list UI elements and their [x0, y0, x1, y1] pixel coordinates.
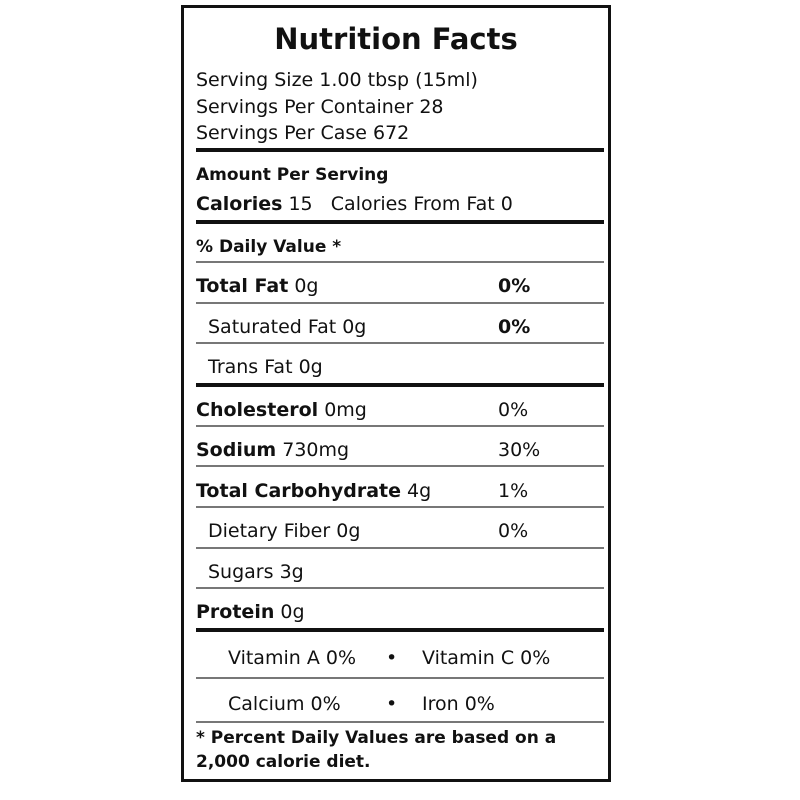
nutrient-row-protein: Protein 0g — [196, 600, 305, 624]
nutrient-row-saturated-fat: Saturated Fat 0g — [208, 315, 366, 339]
rule-thin — [196, 465, 604, 467]
vitamin-a: Vitamin A 0% — [228, 647, 356, 669]
cholesterol-amount: 0mg — [324, 399, 367, 421]
sugars-amount: 3g — [279, 561, 304, 583]
dietary-fiber-label: Dietary Fiber — [208, 520, 331, 542]
total-fat-dv: 0% — [498, 275, 531, 297]
vitamin-separator: • — [386, 693, 398, 715]
sodium-label: Sodium — [196, 439, 277, 461]
rule-thin — [196, 547, 604, 549]
saturated-fat-label: Saturated Fat — [208, 316, 337, 338]
iron: Iron 0% — [422, 693, 495, 715]
rule-thin — [196, 587, 604, 589]
rule-thick-calories — [196, 220, 604, 224]
servings-per-container-label: Servings Per Container — [196, 96, 414, 118]
rule-thin — [196, 506, 604, 508]
calories-from-fat-label: Calories From Fat — [330, 193, 495, 215]
vitamin-separator: • — [386, 647, 398, 669]
sodium-dv: 30% — [498, 439, 541, 461]
protein-label: Protein — [196, 601, 275, 623]
servings-per-container-line: Servings Per Container 28 — [196, 95, 444, 119]
serving-size-line: Serving Size 1.00 tbsp (15ml) — [196, 68, 478, 92]
rule-thick-serving — [196, 148, 604, 152]
trans-fat-label: Trans Fat — [208, 356, 293, 378]
cholesterol-label: Cholesterol — [196, 399, 319, 421]
total-carbohydrate-label: Total Carbohydrate — [196, 480, 401, 502]
rule-thin — [196, 677, 604, 679]
calories-value: 15 — [288, 193, 313, 215]
rule-thin — [196, 261, 604, 263]
vitamin-c: Vitamin C 0% — [422, 647, 551, 669]
nutrient-row-total-carbohydrate: Total Carbohydrate 4g — [196, 479, 431, 503]
calories-line: Calories 15 Calories From Fat 0 — [196, 192, 513, 216]
total-carbohydrate-amount: 4g — [407, 480, 432, 502]
dietary-fiber-dv: 0% — [498, 520, 529, 542]
servings-per-case-label: Servings Per Case — [196, 122, 367, 144]
label-title: Nutrition Facts — [274, 22, 518, 56]
total-carbohydrate-dv: 1% — [498, 480, 529, 502]
serving-size-label: Serving Size — [196, 69, 314, 91]
nutrition-label: Nutrition Facts Serving Size 1.00 tbsp (… — [181, 5, 611, 782]
footnote: * Percent Daily Values are based on a 2,… — [196, 728, 557, 772]
protein-amount: 0g — [280, 601, 305, 623]
servings-per-container-value: 28 — [419, 96, 444, 118]
total-fat-amount: 0g — [294, 275, 319, 297]
rule-thin — [196, 342, 604, 344]
nutrient-row-trans-fat: Trans Fat 0g — [208, 355, 323, 379]
rule-thick-fats — [196, 383, 604, 387]
rule-thin — [196, 302, 604, 304]
total-fat-label: Total Fat — [196, 275, 289, 297]
servings-per-case-value: 672 — [373, 122, 410, 144]
calories-label: Calories — [196, 193, 283, 215]
nutrient-row-total-fat: Total Fat 0g — [196, 274, 319, 298]
nutrient-row-sugars: Sugars 3g — [208, 560, 304, 584]
dietary-fiber-amount: 0g — [336, 520, 361, 542]
amount-per-serving-header: Amount Per Serving — [196, 165, 389, 185]
rule-thin — [196, 425, 604, 427]
saturated-fat-amount: 0g — [342, 316, 367, 338]
calcium: Calcium 0% — [228, 693, 341, 715]
nutrient-row-dietary-fiber: Dietary Fiber 0g — [208, 519, 360, 543]
trans-fat-amount: 0g — [298, 356, 323, 378]
sugars-label: Sugars — [208, 561, 274, 583]
nutrient-row-sodium: Sodium 730mg — [196, 438, 349, 462]
nutrient-row-cholesterol: Cholesterol 0mg — [196, 398, 367, 422]
sodium-amount: 730mg — [282, 439, 350, 461]
serving-size-value: 1.00 tbsp (15ml) — [319, 69, 478, 91]
calories-from-fat-value: 0 — [500, 193, 513, 215]
cholesterol-dv: 0% — [498, 399, 529, 421]
rule-thick-protein — [196, 628, 604, 632]
servings-per-case-line: Servings Per Case 672 — [196, 121, 409, 145]
rule-thin — [196, 721, 604, 723]
daily-value-header: % Daily Value * — [196, 237, 342, 257]
saturated-fat-dv: 0% — [498, 316, 531, 338]
